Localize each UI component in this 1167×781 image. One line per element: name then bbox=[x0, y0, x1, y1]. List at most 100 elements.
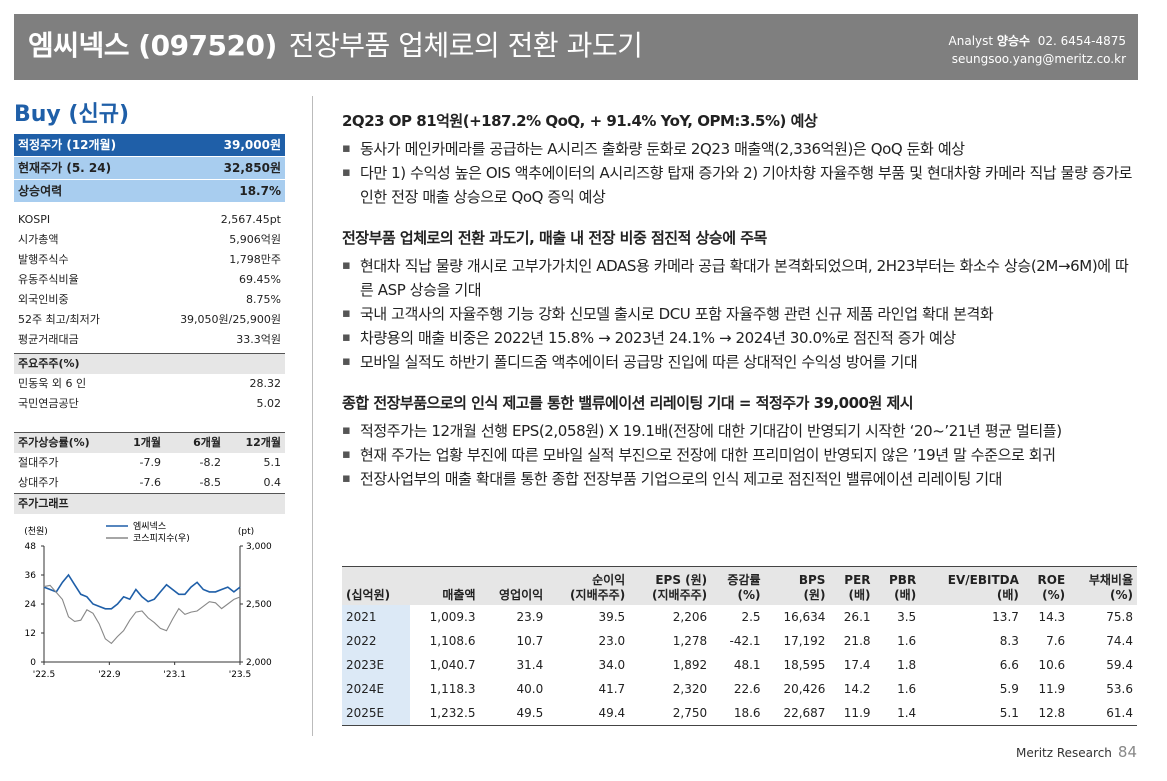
table-cell: 61.4 bbox=[1069, 701, 1137, 726]
stat-row: 외국인비중 8.75% bbox=[14, 290, 285, 310]
table-cell: 22.6 bbox=[733, 682, 761, 696]
company-name: 엠씨넥스 (097520) bbox=[28, 29, 277, 62]
table-cell: 22,687 bbox=[764, 701, 830, 726]
stat-label: 평균거래대금 bbox=[18, 333, 79, 346]
table-cell: 8.3 bbox=[999, 634, 1019, 648]
table-cell: 41.7 bbox=[598, 682, 626, 696]
table-cell: 18,595 bbox=[783, 658, 826, 672]
table-cell: 39.5 bbox=[598, 610, 626, 624]
table-cell: 49.5 bbox=[479, 701, 548, 726]
table-header-cell: 증감률 (%) bbox=[711, 566, 765, 605]
stat-row: 52주 최고/최저가 39,050원/25,900원 bbox=[14, 310, 285, 330]
table-header-cell: ROE (%) bbox=[1022, 566, 1070, 605]
stock-price-chart: (천원) (pt) 0 12 24 36 48 2,000 2,500 3,000 '22.5 '22… bbox=[14, 516, 285, 686]
legend-label: 엠씨넥스 bbox=[133, 520, 166, 532]
holder-row: 민동욱 외 6 인 28.32 bbox=[14, 374, 285, 394]
table-cell: 16,634 bbox=[783, 610, 826, 624]
stat-label: 외국인비중 bbox=[18, 293, 69, 306]
table-cell: 11.9 bbox=[829, 701, 875, 726]
table-cell: 49.4 bbox=[547, 701, 630, 726]
stat-row: 시가총액 5,906억원 bbox=[14, 230, 285, 250]
table-header-cell: 영업이익 bbox=[479, 566, 548, 605]
stock-stats: KOSPI 2,567.45pt 시가총액 5,906억원 발행주식수 1,798만주 유동… bbox=[14, 210, 285, 350]
right-tick-label: 2,000 bbox=[246, 658, 272, 668]
table-cell: 48.1 bbox=[733, 658, 761, 672]
report-subtitle: 전장부품 업체로의 전환 과도기 bbox=[288, 29, 643, 62]
left-tick-label: 48 bbox=[25, 542, 37, 552]
stat-value: 39,050원/25,900원 bbox=[180, 313, 281, 326]
target-price-row: 적정주가 (12개월) 39,000원 bbox=[14, 134, 285, 157]
x-tick-label: '23.5 bbox=[229, 670, 252, 680]
section-bullet: 차량용의 매출 비중은 2022년 15.8% → 2023년 24.1% → … bbox=[342, 326, 1137, 350]
section-block: 2Q23 OP 81억원(+187.2% QoQ, + 91.4% YoY, O… bbox=[342, 110, 1137, 209]
stock-chart-svg: (천원) (pt) 0 12 24 36 48 2,000 2,500 3,000 '22.5 '22… bbox=[24, 520, 272, 680]
analyst-label: Analyst bbox=[948, 34, 994, 48]
stat-label: 발행주식수 bbox=[18, 253, 69, 266]
major-holders: 주요주주(%) 민동욱 외 6 인 28.32 국민연금공단 5.02 bbox=[14, 353, 285, 414]
table-cell: 59.4 bbox=[1106, 658, 1133, 672]
table-cell: 1.6 bbox=[897, 634, 917, 648]
table-cell: 23.0 bbox=[598, 634, 626, 648]
report-header: 엠씨넥스 (097520) 전장부품 업체로의 전환 과도기 Analyst 양승… bbox=[14, 14, 1138, 80]
table-cell: 21.8 bbox=[843, 634, 871, 648]
stat-value: 2,567.45pt bbox=[220, 213, 281, 226]
stat-value: 33.3억원 bbox=[236, 333, 281, 346]
stat-row: 발행주식수 1,798만주 bbox=[14, 250, 285, 270]
rating-label: Buy (신규) bbox=[14, 102, 130, 127]
right-tick-label: 2,500 bbox=[246, 600, 272, 610]
table-cell: 74.4 bbox=[1106, 634, 1133, 648]
series-line-kospi bbox=[43, 584, 241, 645]
table-cell: 2,320 bbox=[672, 682, 708, 696]
returns-row-absolute: 절대주가 -7.9 -8.2 5.1 bbox=[18, 456, 281, 469]
left-tick-label: 36 bbox=[25, 571, 37, 581]
price-summary: 적정주가 (12개월) 39,000원 현재주가 (5. 24) 32,850원 상… bbox=[14, 134, 285, 203]
table-cell: 14.3 bbox=[1038, 610, 1066, 624]
section-bullet: 국내 고객사의 자율주행 기능 강화 신모델 출시로 DCU 포함 자율주행 관… bbox=[342, 302, 1137, 326]
analyst-email[interactable]: seungsoo.yang@meritz.co.kr bbox=[951, 52, 1126, 66]
table-header-cell: PER (배) bbox=[829, 566, 875, 605]
analyst-phone: 02. 6454-4875 bbox=[1037, 34, 1126, 48]
section-bullet: 적정주가는 12개월 선행 EPS(2,058원) X 19.1배(전장에 대한… bbox=[342, 419, 1137, 443]
table-row: 2024E 1,118.3 40.0 41.7 2,320 22.6 20,426 14.2 1… bbox=[342, 677, 1137, 701]
returns-table: 주가상승률(%) 1개월 6개월 12개월 절대주가 -7.9 -8.2 5.1 상대주가 -… bbox=[14, 432, 285, 514]
series-line-mcnex bbox=[43, 573, 241, 610]
table-cell: 20,426 bbox=[783, 682, 826, 696]
x-tick-label: '23.1 bbox=[163, 670, 186, 680]
right-axis-unit: (pt) bbox=[238, 527, 254, 537]
stat-value: 8.75% bbox=[246, 293, 281, 306]
table-cell: 12.8 bbox=[1022, 701, 1070, 726]
section-title: 2Q23 OP 81억원(+187.2% QoQ, + 91.4% YoY, O… bbox=[342, 112, 818, 130]
table-cell: 10.7 bbox=[516, 634, 544, 648]
table-cell: 17,192 bbox=[783, 634, 826, 648]
page-number: 84 bbox=[1117, 743, 1137, 761]
table-cell: 6.6 bbox=[999, 658, 1019, 672]
table-cell: 2024E bbox=[342, 677, 410, 701]
table-cell: 5.1 bbox=[920, 701, 1023, 726]
current-price-row: 현재주가 (5. 24) 32,850원 bbox=[14, 157, 285, 180]
section-bullet: 다만 1) 수익성 높은 OIS 액추에이터의 A시리즈향 탑재 증가와 2) … bbox=[342, 161, 1137, 209]
left-axis-unit: (천원) bbox=[24, 526, 48, 537]
table-header-cell: EV/EBITDA (배) bbox=[920, 566, 1023, 605]
table-cell: 1,278 bbox=[672, 634, 708, 648]
table-header-cell: 부채비율 (%) bbox=[1069, 566, 1137, 605]
table-cell: 1,040.7 bbox=[429, 658, 476, 672]
right-tick-label: 3,000 bbox=[246, 542, 272, 552]
section-bullet: 동사가 메인카메라를 공급하는 A시리즈 출화량 둔화로 2Q23 매출액(2,… bbox=[342, 137, 1137, 161]
holder-pct: 28.32 bbox=[249, 377, 282, 390]
table-cell: 1,232.5 bbox=[409, 701, 480, 726]
table-cell: 1,118.3 bbox=[429, 682, 476, 696]
table-cell: 2021 bbox=[342, 605, 410, 629]
table-cell: 34.0 bbox=[598, 658, 626, 672]
table-header-cell: PBR (배) bbox=[874, 566, 921, 605]
table-cell: 75.8 bbox=[1106, 610, 1133, 624]
stat-value: 69.45% bbox=[239, 273, 281, 286]
table-header-row: (십억원) 매출액 영업이익 순이익 (지배주주) EPS (원) (지배주주) 증감률 (%)… bbox=[342, 566, 1137, 605]
holder-name: 국민연금공단 bbox=[18, 397, 79, 410]
stat-row: KOSPI 2,567.45pt bbox=[14, 210, 285, 230]
table-cell: 1,892 bbox=[672, 658, 708, 672]
table-cell: 18.6 bbox=[711, 701, 765, 726]
returns-row-relative: 상대주가 -7.6 -8.5 0.4 bbox=[18, 476, 281, 489]
table-row: 2021 1,009.3 23.9 39.5 2,206 2.5 16,634 26.1 3.5… bbox=[342, 605, 1137, 629]
table-cell: 31.4 bbox=[516, 658, 544, 672]
x-tick-label: '22.5 bbox=[33, 670, 56, 680]
